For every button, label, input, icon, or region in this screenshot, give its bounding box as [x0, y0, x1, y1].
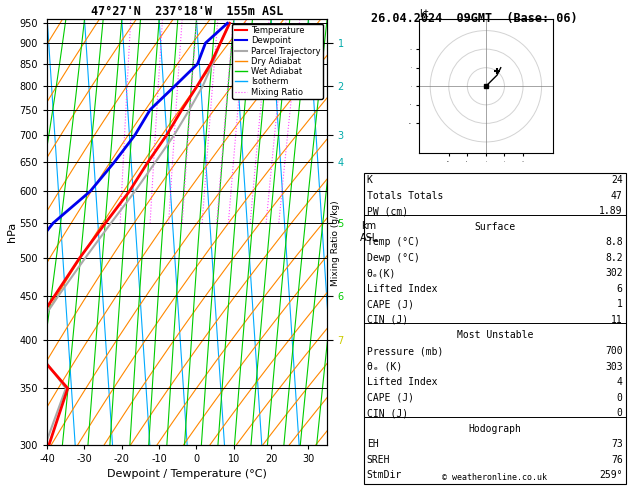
Text: StmDir: StmDir	[367, 470, 402, 481]
Text: Temp (°C): Temp (°C)	[367, 237, 420, 247]
Text: Most Unstable: Most Unstable	[457, 330, 533, 341]
Text: 1.89: 1.89	[599, 206, 623, 216]
Text: 26.04.2024  09GMT  (Base: 06): 26.04.2024 09GMT (Base: 06)	[371, 12, 577, 25]
Text: 0: 0	[617, 408, 623, 418]
Text: Lifted Index: Lifted Index	[367, 377, 437, 387]
Text: 700: 700	[605, 346, 623, 356]
Text: 76: 76	[611, 455, 623, 465]
Text: EH: EH	[367, 439, 379, 450]
Text: θₑ (K): θₑ (K)	[367, 362, 402, 372]
Text: 73: 73	[611, 439, 623, 450]
Text: CIN (J): CIN (J)	[367, 408, 408, 418]
Text: 11: 11	[611, 315, 623, 325]
Text: © weatheronline.co.uk: © weatheronline.co.uk	[442, 473, 547, 482]
Text: θₑ(K): θₑ(K)	[367, 268, 396, 278]
Text: 6: 6	[617, 284, 623, 294]
Y-axis label: km
ASL: km ASL	[360, 221, 378, 243]
Text: 1: 1	[617, 299, 623, 310]
X-axis label: Dewpoint / Temperature (°C): Dewpoint / Temperature (°C)	[107, 469, 267, 479]
Text: PW (cm): PW (cm)	[367, 206, 408, 216]
Text: 4: 4	[617, 377, 623, 387]
Text: 8.2: 8.2	[605, 253, 623, 263]
Text: Surface: Surface	[474, 222, 515, 232]
Text: CIN (J): CIN (J)	[367, 315, 408, 325]
Text: Lifted Index: Lifted Index	[367, 284, 437, 294]
Text: 24: 24	[611, 175, 623, 185]
Text: K: K	[367, 175, 372, 185]
Text: CAPE (J): CAPE (J)	[367, 393, 414, 403]
Text: 47: 47	[611, 191, 623, 201]
Text: Hodograph: Hodograph	[468, 424, 521, 434]
Text: 259°: 259°	[599, 470, 623, 481]
Text: Mixing Ratio (g/kg): Mixing Ratio (g/kg)	[331, 200, 340, 286]
Y-axis label: hPa: hPa	[7, 222, 17, 242]
Text: 0: 0	[617, 393, 623, 403]
Text: Totals Totals: Totals Totals	[367, 191, 443, 201]
Text: 303: 303	[605, 362, 623, 372]
Text: SREH: SREH	[367, 455, 390, 465]
Text: Pressure (mb): Pressure (mb)	[367, 346, 443, 356]
Text: kt: kt	[419, 9, 428, 18]
Legend: Temperature, Dewpoint, Parcel Trajectory, Dry Adiabat, Wet Adiabat, Isotherm, Mi: Temperature, Dewpoint, Parcel Trajectory…	[233, 24, 323, 99]
Title: 47°27'N  237°18'W  155m ASL: 47°27'N 237°18'W 155m ASL	[91, 5, 283, 18]
Text: Dewp (°C): Dewp (°C)	[367, 253, 420, 263]
Text: 8.8: 8.8	[605, 237, 623, 247]
Text: CAPE (J): CAPE (J)	[367, 299, 414, 310]
Text: 302: 302	[605, 268, 623, 278]
